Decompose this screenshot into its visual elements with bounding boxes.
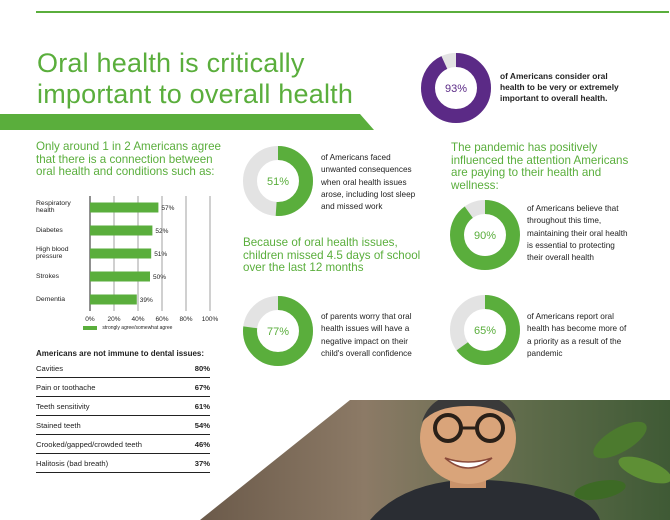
hero-donut: 93%: [421, 53, 491, 123]
bar-category-label: Dementia: [36, 295, 66, 303]
stat-65-text: of Americans report oral health has beco…: [527, 312, 627, 358]
legend-swatch: [83, 325, 97, 330]
table-row: Halitosis (bad breath) 37%: [36, 453, 210, 473]
tick-label: 40%: [131, 316, 144, 323]
bar: [90, 225, 153, 236]
bar-chart-svg: 0% 20% 40% 60% 80% 100% 57% 52% 51% 50% 39%: [85, 196, 219, 323]
row-label: Teeth sensitivity: [36, 402, 90, 411]
dental-issues-heading: Americans are not immune to dental issue…: [36, 349, 205, 358]
donut-77-label: 77%: [267, 326, 289, 338]
stat-77-text: of parents worry that oral health issues…: [321, 312, 412, 358]
donut-90-label: 90%: [474, 230, 496, 242]
table-row: Stained teeth 54%: [36, 415, 210, 435]
bar: [90, 248, 152, 259]
donut-77: 77%: [243, 296, 313, 366]
bar: [90, 202, 159, 213]
bar-value-label: 57%: [161, 205, 174, 212]
title-underline-bar: [0, 114, 374, 130]
hero-stat-text: of Americans consider oral health to be …: [500, 71, 619, 103]
donut-51: 51%: [243, 146, 313, 216]
row-label: Halitosis (bad breath): [36, 459, 109, 468]
bar: [90, 271, 150, 282]
row-value: 61%: [194, 402, 210, 411]
bar: [90, 294, 137, 305]
row-label: Pain or toothache: [36, 383, 96, 392]
row-value: 80%: [194, 364, 210, 373]
table-row: Pain or toothache 67%: [36, 377, 210, 397]
smiling-man-photo: [200, 400, 670, 520]
top-accent-line: [36, 11, 669, 13]
donut-65-label: 65%: [474, 325, 496, 337]
tick-label: 20%: [107, 316, 120, 323]
table-row: Crooked/gapped/crowded teeth 46%: [36, 434, 210, 454]
donut-77-arc: [243, 296, 313, 366]
bar-value-label: 52%: [155, 228, 168, 235]
donut-90-arc: [450, 200, 520, 270]
tick-label: 80%: [179, 316, 192, 323]
stat-90-text: of Americans believe that throughout thi…: [527, 204, 628, 263]
title-line-2: important to overall health: [37, 79, 354, 109]
legend-label: strongly agree/somewhat agree: [102, 325, 173, 331]
connection-bar-chart: 0% 20% 40% 60% 80% 100% 57% 52% 51% 50% 39% Respir…: [36, 190, 226, 340]
table-row: Teeth sensitivity 61%: [36, 396, 210, 416]
donut-51-label: 51%: [267, 176, 289, 188]
donut-65: 65%: [450, 295, 520, 365]
chart-legend: strongly agree/somewhat agree: [83, 325, 172, 331]
page-title: Oral health is critically important to o…: [37, 48, 397, 110]
tick-label: 100%: [202, 316, 219, 323]
donut-90: 90%: [450, 200, 520, 270]
row-label: Crooked/gapped/crowded teeth: [36, 440, 142, 449]
row-label: Cavities: [36, 364, 64, 373]
bar-value-label: 39%: [140, 297, 153, 304]
connection-intro: Only around 1 in 2 Americans agree that …: [36, 140, 221, 179]
bar-value-label: 51%: [154, 251, 167, 258]
bar-category-label: Diabetes: [36, 226, 63, 234]
donut-65-arc: [450, 295, 520, 365]
tick-label: 0%: [85, 316, 95, 323]
title-line-1: Oral health is critically: [37, 48, 305, 78]
row-value: 67%: [194, 383, 210, 392]
bar-value-label: 50%: [153, 274, 166, 281]
bar-category-label: High blood pressure: [36, 245, 69, 261]
hero-donut-label: 93%: [445, 83, 467, 95]
bar-category-label: Strokes: [36, 272, 60, 280]
row-value: 37%: [194, 459, 210, 468]
stat-51-text: of Americans faced unwanted consequences…: [321, 153, 416, 212]
row-value: 46%: [194, 440, 210, 449]
school-heading: Because of oral health issues, children …: [243, 236, 421, 275]
row-label: Stained teeth: [36, 421, 81, 430]
hero-donut-arc: [421, 53, 491, 123]
bar-category-label: Respiratory health: [36, 199, 71, 215]
donut-51-arc: [243, 146, 313, 216]
tick-label: 60%: [155, 316, 168, 323]
table-row: Cavities 80%: [36, 358, 210, 378]
pandemic-heading: The pandemic has positively influenced t…: [451, 141, 629, 192]
row-value: 54%: [194, 421, 210, 430]
